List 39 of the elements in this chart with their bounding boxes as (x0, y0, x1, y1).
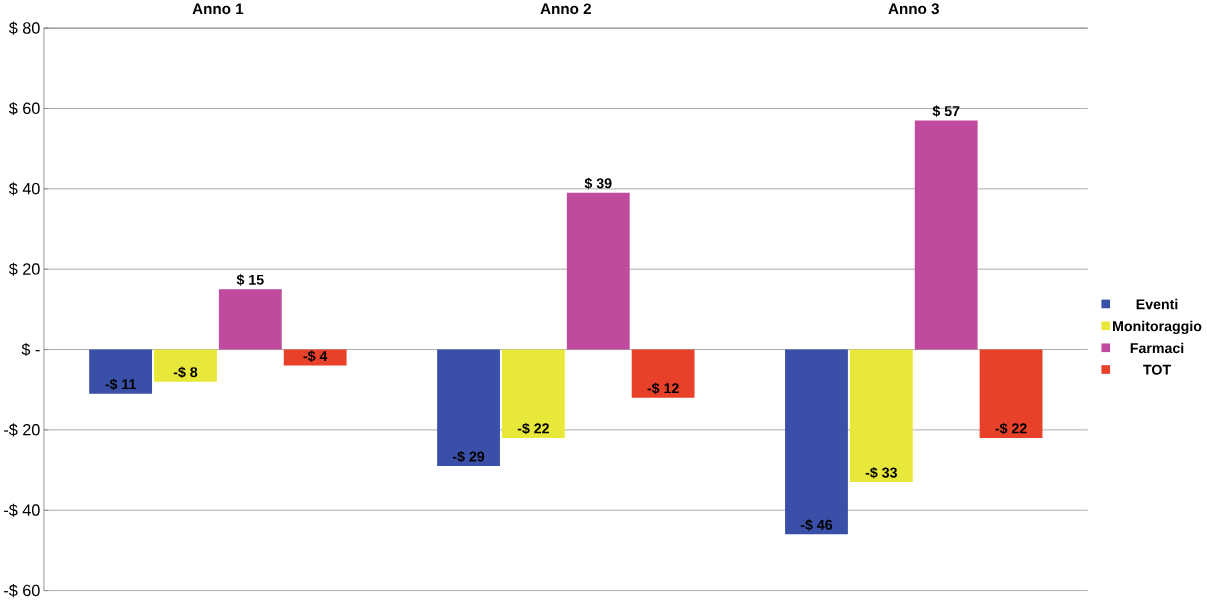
legend-label: TOT (1143, 364, 1171, 375)
bar (566, 193, 630, 350)
bar (89, 349, 153, 394)
bar (785, 349, 848, 535)
bar (849, 349, 913, 483)
data-label: -$ 12 (647, 382, 679, 395)
bar (979, 349, 1043, 439)
data-label: -$ 29 (452, 451, 485, 463)
data-label: $ 15 (236, 274, 264, 286)
y-tick-label: $ 20 (8, 262, 40, 276)
legend-label: Monitoraggio (1113, 321, 1202, 335)
x-tick-label: Anno 3 (888, 3, 939, 15)
data-label: $ 57 (932, 105, 960, 118)
bar (631, 349, 695, 398)
y-tick-label: $ 60 (8, 102, 40, 116)
data-label: -$ 11 (105, 378, 136, 391)
bar (501, 349, 565, 439)
data-label: $ 39 (584, 177, 612, 190)
y-tick-label: -$ 40 (4, 503, 40, 518)
y-tick-label: $ - (21, 343, 40, 357)
legend-label: Eventi (1136, 299, 1178, 310)
y-tick-label: $ 40 (8, 182, 40, 196)
data-label: -$ 8 (173, 366, 198, 379)
bar (437, 349, 500, 467)
y-tick-label: -$ 20 (4, 423, 40, 437)
bar (283, 349, 347, 366)
bar (154, 349, 217, 382)
data-label: -$ 22 (995, 422, 1027, 435)
data-label: -$ 33 (865, 467, 897, 479)
y-tick-label: $ 80 (8, 21, 40, 35)
x-tick-label: Anno 1 (192, 3, 244, 15)
legend-label: Farmaci (1130, 342, 1184, 354)
data-label: -$ 4 (303, 350, 328, 363)
data-label: -$ 22 (517, 422, 549, 435)
y-tick-label: -$ 60 (4, 584, 40, 598)
data-label: -$ 46 (800, 519, 833, 531)
bar (218, 289, 282, 350)
x-tick-label: Anno 2 (540, 3, 591, 15)
bar (914, 120, 978, 350)
